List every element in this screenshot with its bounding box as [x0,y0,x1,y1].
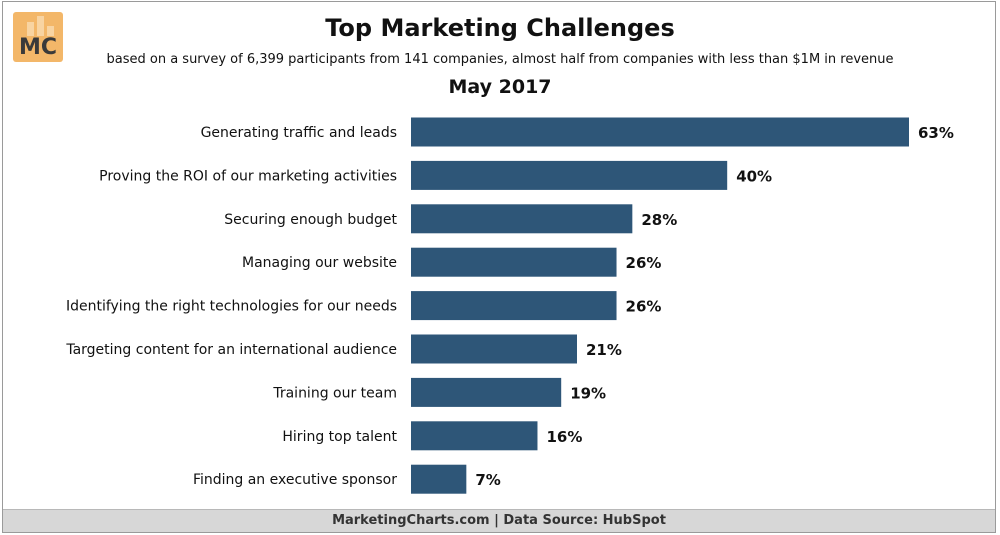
chart-period: May 2017 [448,76,552,98]
value-label: 19% [570,384,606,402]
value-label: 16% [546,428,582,446]
bar [411,160,728,190]
category-label: Finding an executive sponsor [193,472,397,488]
category-label: Proving the ROI of our marketing activit… [99,168,397,184]
logo-background [13,12,63,62]
value-label: 21% [586,341,622,359]
value-label: 7% [475,471,500,489]
chart-subtitle: based on a survey of 6,399 participants … [106,52,894,67]
value-label: 28% [641,211,677,229]
bar [411,334,577,364]
value-label: 40% [736,167,772,185]
logo-bar [47,26,54,36]
bar-chart: Generating traffic and leads 63% Proving t… [65,117,954,494]
logo-bar [37,16,44,36]
bar [411,291,617,321]
bar [411,464,467,494]
category-label: Managing our website [242,255,397,271]
category-label: Securing enough budget [224,212,397,228]
bar [411,117,909,147]
category-label: Generating traffic and leads [201,125,397,141]
bar [411,377,562,407]
source-footer: MarketingCharts.com | Data Source: HubSp… [3,509,995,532]
logo-bar [27,22,34,36]
value-label: 63% [918,124,954,142]
value-label: 26% [626,298,662,316]
value-label: 26% [626,254,662,272]
category-label: Training our team [272,385,397,401]
bar [411,421,538,451]
category-label: Targeting content for an international a… [65,342,397,358]
chart-title: Top Marketing Challenges [325,14,675,42]
logo-text: MC [19,35,57,60]
bar [411,247,617,277]
marketingcharts-logo: MC [13,12,63,62]
bar [411,204,633,234]
category-label: Hiring top talent [282,429,397,445]
category-label: Identifying the right technologies for o… [66,299,397,315]
